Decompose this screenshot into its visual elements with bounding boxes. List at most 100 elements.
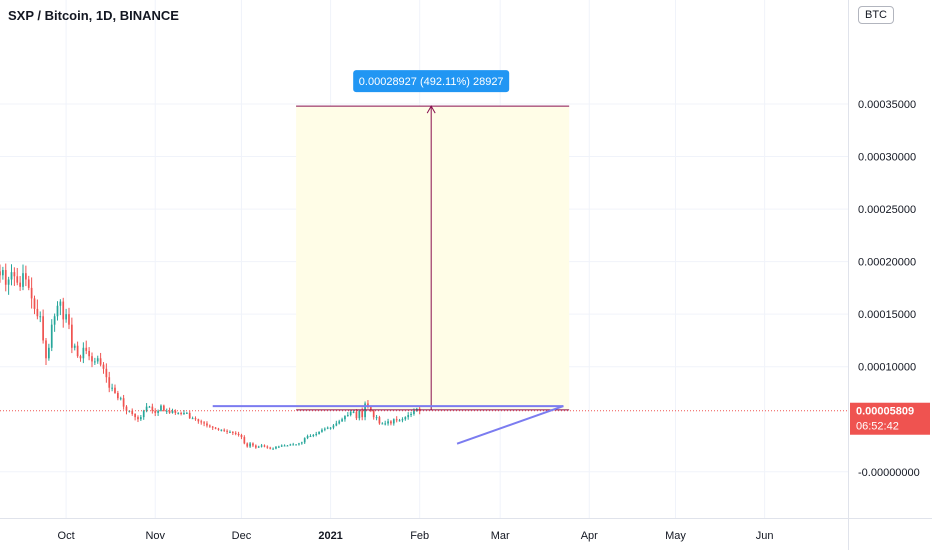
candle-body <box>56 305 59 317</box>
candle-body <box>384 423 387 425</box>
candle-body <box>361 410 364 418</box>
candle-body <box>79 356 82 359</box>
candle-body <box>410 413 412 416</box>
measure-range-fill <box>296 106 570 410</box>
time-tick-label: Nov <box>145 530 165 542</box>
current-price-box <box>850 402 930 435</box>
candle-body <box>2 270 4 276</box>
candle-body <box>183 412 185 414</box>
support-trendline[interactable] <box>456 405 564 445</box>
candle-body <box>283 445 286 447</box>
candle-body <box>125 406 128 411</box>
candle-body <box>137 417 139 420</box>
candle-body <box>329 427 332 429</box>
price-tick-label: 0.00035000 <box>858 99 916 111</box>
candle-body <box>13 272 16 277</box>
candle-body <box>111 387 113 389</box>
candle-body <box>318 431 320 434</box>
candle-body <box>263 445 266 447</box>
candle-body <box>16 276 19 283</box>
candle-body <box>157 410 159 413</box>
candle-body <box>257 446 260 448</box>
candle-body <box>211 426 214 428</box>
candle-body <box>286 445 289 447</box>
candle-body <box>246 443 249 447</box>
candle-body <box>22 273 24 287</box>
candle-body <box>280 445 283 447</box>
candle-body <box>341 419 343 422</box>
candle-body <box>96 358 99 362</box>
candle-body <box>36 308 39 317</box>
candle-body <box>50 324 53 348</box>
measure-label-box <box>353 70 510 93</box>
time-tick-label: 2021 <box>318 530 342 542</box>
candle-body <box>65 314 67 320</box>
candle-body <box>162 405 165 411</box>
candle-body <box>407 415 410 418</box>
candle-body <box>335 423 338 426</box>
candle-body <box>180 412 182 414</box>
candle-body <box>134 413 136 418</box>
candle-body <box>309 436 312 438</box>
candle-body <box>240 434 243 438</box>
measure-label: 0.00028927 (492.11%) 28927 <box>359 76 504 88</box>
candle-body <box>194 418 197 420</box>
time-tick-label: May <box>665 530 686 542</box>
candle-body <box>99 358 102 365</box>
candle-body <box>395 419 398 421</box>
measure-fill-rect <box>296 106 570 410</box>
candle-body <box>277 446 280 448</box>
candle-body <box>375 417 378 419</box>
candle-body <box>223 429 226 431</box>
currency-badge[interactable]: BTC <box>858 6 894 24</box>
candle-body <box>346 415 349 417</box>
candle-body <box>254 445 257 448</box>
candle-body <box>381 423 384 425</box>
candle-body <box>300 442 303 444</box>
candle-body <box>25 273 27 280</box>
symbol-title: SXP / Bitcoin, 1D, BINANCE <box>8 8 179 23</box>
candle-body <box>27 279 30 288</box>
candle-body <box>404 417 407 420</box>
candle-body <box>33 298 36 309</box>
candle-body <box>85 347 88 351</box>
candle-body <box>145 406 148 411</box>
candle-body <box>372 410 375 418</box>
candle-body <box>154 410 157 413</box>
candle-body <box>30 287 33 299</box>
candle-body <box>39 316 42 318</box>
candle-body <box>269 447 272 449</box>
candle-body <box>114 387 116 393</box>
candle-body <box>122 398 125 407</box>
candle-body <box>19 282 21 287</box>
candle-body <box>306 436 309 439</box>
candle-body <box>338 421 341 424</box>
candle-body <box>413 410 415 414</box>
candle-body <box>315 433 318 435</box>
candle-body <box>217 428 220 430</box>
candle-body <box>108 377 111 388</box>
measure-arrow-head <box>426 105 436 114</box>
candle-body <box>119 398 122 400</box>
candle-body <box>326 427 329 429</box>
candle-body <box>165 410 168 412</box>
candle-body <box>174 410 177 413</box>
candle-body <box>344 416 346 420</box>
candle-body <box>349 411 352 416</box>
candle-body <box>252 443 254 446</box>
candle-body <box>188 412 191 419</box>
candle-body <box>139 417 142 420</box>
candle-body <box>249 443 251 447</box>
candle-body <box>367 403 369 407</box>
candle-body <box>292 444 295 446</box>
candle-body <box>243 437 246 444</box>
candle-body <box>369 406 372 411</box>
candle-body <box>234 432 237 434</box>
candle-body <box>203 422 205 424</box>
time-tick-label: Oct <box>58 530 75 542</box>
candle-body <box>4 270 7 285</box>
drawings[interactable]: 0.00028927 (492.11%) 28927 <box>0 70 848 445</box>
candle-body <box>71 324 73 348</box>
